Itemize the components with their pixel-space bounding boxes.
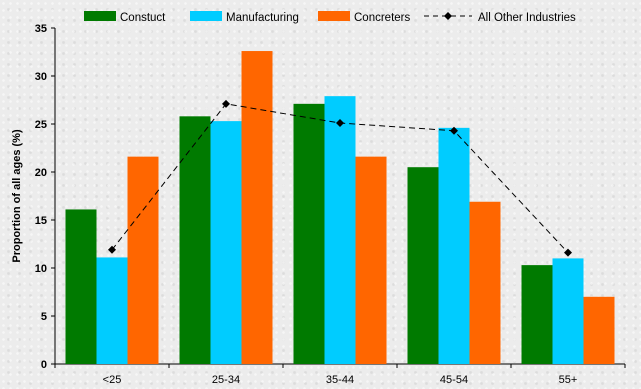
bar-constuct-2 xyxy=(293,103,325,364)
bar-concreters-4 xyxy=(583,296,615,364)
legend-label: Constuct xyxy=(120,12,166,24)
line-point-2 xyxy=(336,119,344,128)
y-tick-label: 0 xyxy=(41,359,47,371)
y-tick-label: 20 xyxy=(35,167,47,179)
legend-marker xyxy=(444,12,452,20)
y-tick-label: 5 xyxy=(41,311,47,323)
x-tick-label: 55+ xyxy=(559,374,578,386)
y-tick-label: 10 xyxy=(35,263,47,275)
legend-swatch xyxy=(318,11,350,21)
bar-manufacturing-4 xyxy=(552,258,584,364)
legend-label: Manufacturing xyxy=(226,12,299,24)
y-tick-label: 30 xyxy=(35,71,47,83)
y-tick-label: 25 xyxy=(35,119,47,131)
bar-manufacturing-3 xyxy=(438,127,470,364)
bar-concreters-0 xyxy=(127,156,159,364)
x-tick-label: 35-44 xyxy=(326,374,354,386)
bar-constuct-0 xyxy=(65,209,97,364)
legend-swatch xyxy=(84,11,116,21)
y-axis-ticks: 0 5 10 15 20 25 30 35 xyxy=(35,23,55,371)
bar-series xyxy=(65,51,615,365)
bar-constuct-3 xyxy=(407,167,439,364)
bar-concreters-2 xyxy=(355,156,387,364)
line-point-1 xyxy=(222,99,230,108)
legend-label: All Other Industries xyxy=(478,12,576,24)
y-axis-label: Proportion of all ages (%) xyxy=(11,129,23,263)
legend-swatch xyxy=(190,11,222,21)
y-tick-label: 15 xyxy=(35,215,47,227)
y-tick-label: 35 xyxy=(35,23,47,35)
x-axis-ticks: <25 25-34 35-44 45-54 55+ xyxy=(54,364,626,386)
legend: Constuct Manufacturing Concreters All Other… xyxy=(84,11,576,24)
bar-concreters-3 xyxy=(469,201,501,364)
bar-constuct-4 xyxy=(521,265,553,364)
bar-manufacturing-2 xyxy=(324,96,356,364)
bar-manufacturing-0 xyxy=(96,257,128,364)
bar-concreters-1 xyxy=(241,51,273,364)
legend-label: Concreters xyxy=(354,12,410,24)
bar-constuct-1 xyxy=(179,116,211,364)
line-series xyxy=(108,99,572,257)
bar-manufacturing-1 xyxy=(210,121,242,365)
line-point-3 xyxy=(450,126,458,135)
x-tick-label: 45-54 xyxy=(440,374,468,386)
line-point-4 xyxy=(564,248,572,257)
line-point-0 xyxy=(108,245,116,254)
x-tick-label: <25 xyxy=(103,374,122,386)
x-tick-label: 25-34 xyxy=(212,374,240,386)
